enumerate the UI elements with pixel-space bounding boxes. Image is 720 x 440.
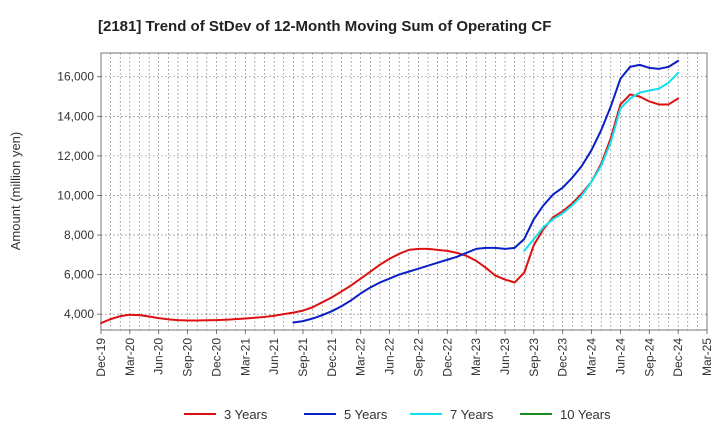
x-tick-label: Sep-23 [527, 338, 541, 377]
x-tick-label: Sep-24 [642, 338, 656, 377]
x-tick-label: Jun-21 [267, 338, 281, 375]
x-tick-label: Mar-24 [585, 338, 599, 376]
x-tick-label: Sep-21 [296, 338, 310, 377]
x-tick-label: Dec-22 [440, 338, 454, 377]
y-tick-label: 14,000 [57, 109, 94, 123]
series-line-7-years [523, 71, 680, 252]
x-tick-label: Dec-21 [325, 338, 339, 377]
plot-frame [100, 52, 708, 331]
legend-label: 7 Years [450, 407, 494, 422]
legend-label: 3 Years [224, 407, 268, 422]
y-tick-label: 8,000 [64, 228, 94, 242]
grid-lines [101, 53, 707, 330]
axis-ticks: Dec-19 Mar-20 Jun-20 Sep-20 Dec-20 Mar-21 Jun-… [57, 70, 714, 377]
series-line-3-years [100, 93, 680, 325]
x-tick-label: Sep-20 [181, 338, 195, 377]
series-lines [100, 59, 680, 325]
x-tick-label: Jun-24 [613, 338, 627, 375]
x-tick-label: Mar-22 [354, 338, 368, 376]
x-tick-label: Mar-23 [469, 338, 483, 376]
x-tick-label: Sep-22 [411, 338, 425, 377]
x-tick-label: Dec-23 [556, 338, 570, 377]
x-tick-label: Mar-21 [238, 338, 252, 376]
x-tick-label: Jun-23 [498, 338, 512, 375]
series-line-5-years [292, 59, 680, 324]
y-tick-label: 4,000 [64, 307, 94, 321]
x-tick-label: Jun-20 [152, 338, 166, 375]
x-tick-label: Jun-22 [383, 338, 397, 375]
x-tick-label: Dec-20 [209, 338, 223, 377]
x-tick-label: Mar-25 [700, 338, 714, 376]
x-tick-label: Mar-20 [123, 338, 137, 376]
y-tick-label: 10,000 [57, 188, 94, 202]
y-axis-label: Amount (million yen) [8, 132, 23, 251]
legend: 3 Years 5 Years 7 Years 10 Years [184, 407, 611, 422]
x-tick-label: Dec-24 [671, 338, 685, 377]
legend-label: 5 Years [344, 407, 388, 422]
x-tick-label: Dec-19 [94, 338, 108, 377]
y-tick-label: 6,000 [64, 268, 94, 282]
y-tick-label: 16,000 [57, 70, 94, 84]
chart-title: [2181] Trend of StDev of 12-Month Moving… [98, 18, 551, 35]
y-tick-label: 12,000 [57, 149, 94, 163]
legend-label: 10 Years [560, 407, 611, 422]
